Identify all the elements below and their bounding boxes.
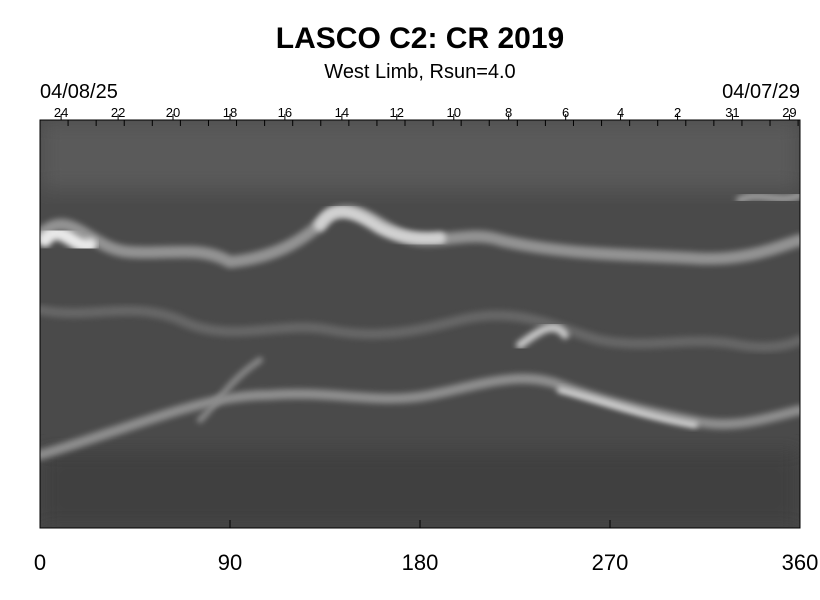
heatmap-image (40, 120, 800, 528)
chart-title: LASCO C2: CR 2019 (276, 22, 564, 55)
day-tick-label: 10 (447, 105, 461, 120)
x-tick-label: 180 (402, 550, 439, 575)
chart-subtitle: West Limb, Rsun=4.0 (324, 61, 515, 83)
day-tick-label: 24 (54, 105, 68, 120)
day-tick-label: 14 (335, 105, 349, 120)
day-tick-label: 12 (390, 105, 404, 120)
day-tick-label: 2 (674, 105, 681, 120)
heatmap-bottom-band (40, 450, 800, 528)
day-tick-label: 18 (223, 105, 237, 120)
streamer-features (40, 191, 800, 460)
day-tick-label: 22 (111, 105, 125, 120)
day-tick-label: 4 (617, 105, 624, 120)
day-tick-label: 31 (725, 105, 739, 120)
x-tick-group: 0 90 180 270 360 (34, 520, 818, 575)
start-date-label: 04/08/25 (40, 81, 118, 103)
day-tick-label: 6 (562, 105, 569, 120)
x-tick-label: 360 (782, 550, 819, 575)
x-tick-label: 0 (34, 550, 46, 575)
end-date-label: 04/07/29 (722, 81, 800, 103)
cme-streaks (220, 180, 789, 528)
day-tick-label: 8 (505, 105, 512, 120)
day-tick-group: 24 22 20 18 16 14 12 10 8 6 4 2 31 29 (39, 105, 799, 126)
day-tick-label: 16 (278, 105, 292, 120)
x-tick-label: 270 (592, 550, 629, 575)
day-tick-label: 20 (166, 105, 180, 120)
x-tick-label: 90 (218, 550, 242, 575)
heatmap-top-band (40, 120, 800, 190)
day-tick-label: 29 (782, 105, 796, 120)
